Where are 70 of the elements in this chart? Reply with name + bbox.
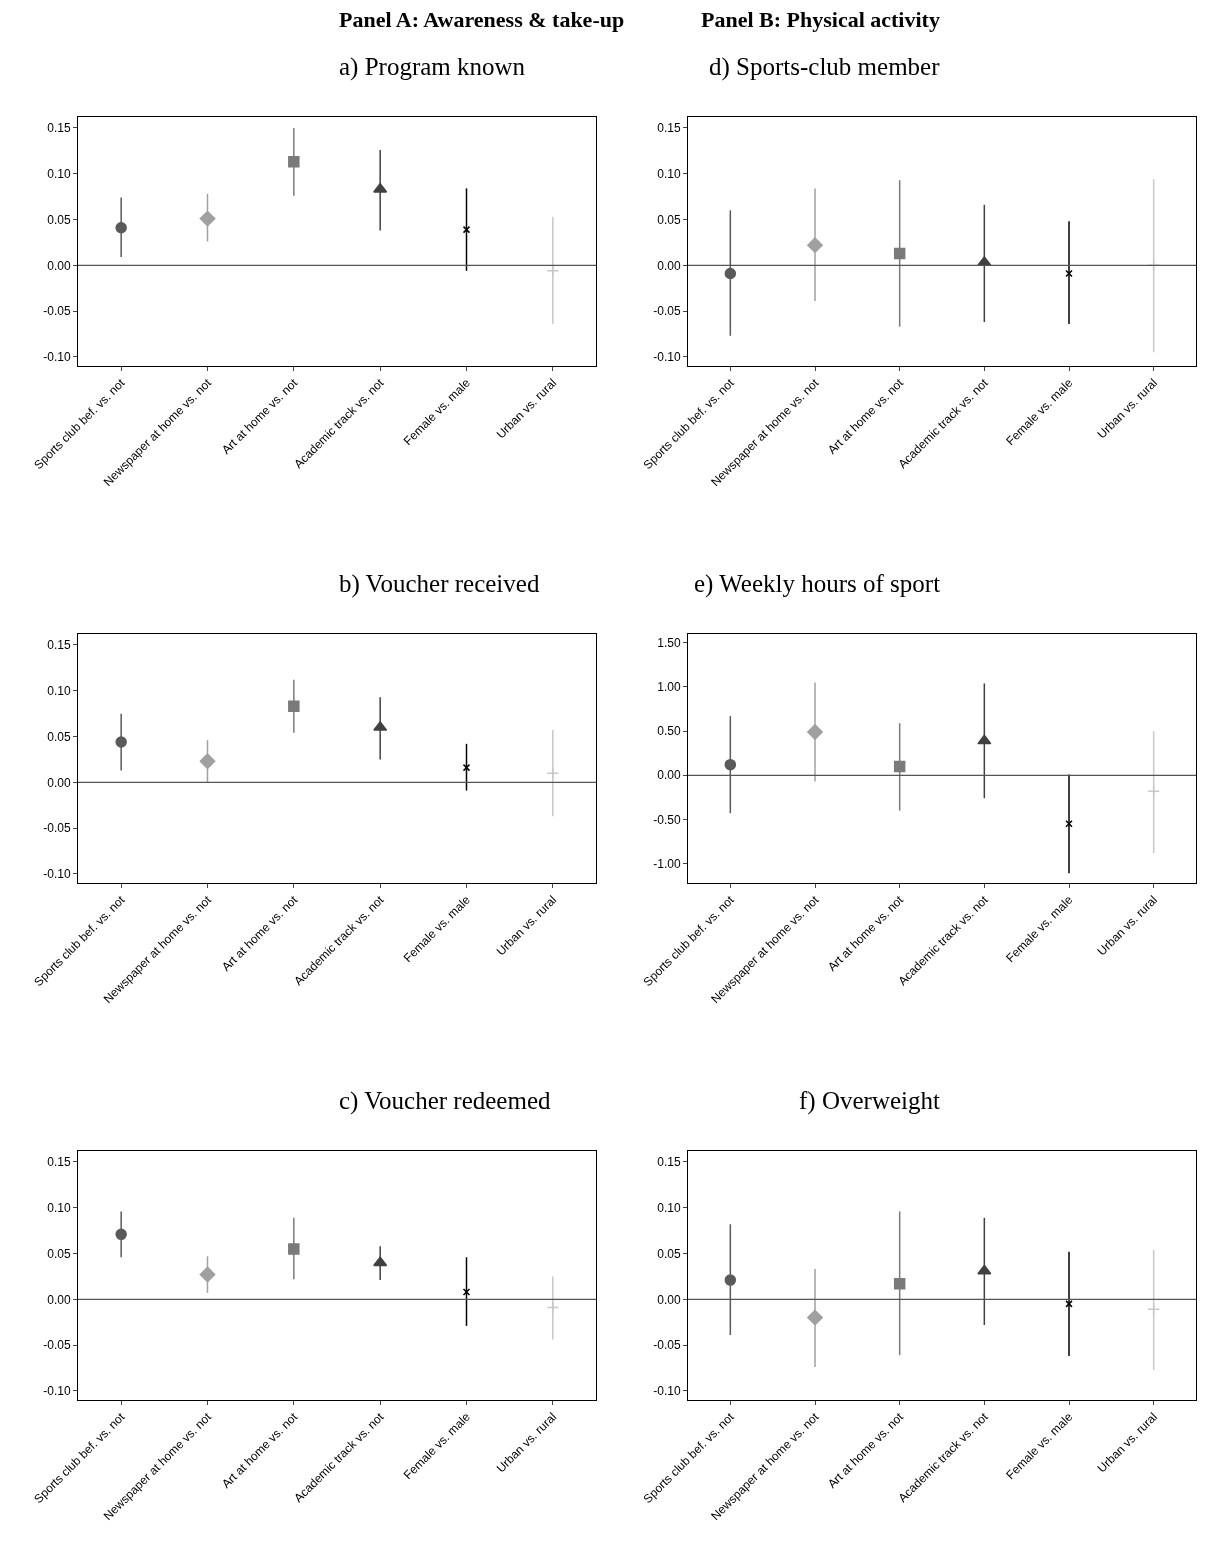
y-tick-label: 0.05 <box>47 1246 71 1261</box>
y-tick-label: 0.05 <box>47 212 71 227</box>
y-tick-label: 0.10 <box>657 1200 681 1215</box>
y-tick-label: -0.05 <box>653 304 681 319</box>
y-tick-label: -0.10 <box>653 350 681 365</box>
y-tick-label: -0.50 <box>653 812 681 827</box>
y-tick-label: 1.50 <box>657 636 681 651</box>
point <box>724 1274 737 1286</box>
y-tick-label: 0.10 <box>657 166 681 181</box>
y-tick-label: -0.10 <box>43 867 71 882</box>
y-tick-label: 0.10 <box>47 683 71 698</box>
y-tick-label: -0.10 <box>43 350 71 365</box>
point <box>893 247 906 260</box>
chart-title: d) Sports-club member <box>709 53 941 81</box>
chart-title: a) Program known <box>339 53 526 81</box>
text: Panel B: Physical activity <box>701 7 940 32</box>
point <box>807 237 823 254</box>
point <box>546 766 560 780</box>
y-tick-label: 0.00 <box>47 1292 71 1307</box>
point <box>115 1228 127 1241</box>
point <box>288 1243 300 1255</box>
point <box>199 210 216 227</box>
y-tick-label: 0.15 <box>47 1155 71 1170</box>
y-tick-label: 1.00 <box>657 680 681 695</box>
point <box>288 156 300 168</box>
point <box>724 267 737 280</box>
point <box>807 1309 823 1326</box>
point <box>288 700 300 713</box>
y-tick-label: -0.10 <box>43 1384 71 1399</box>
point <box>115 736 127 748</box>
y-tick-label: -0.05 <box>43 821 71 836</box>
point <box>977 1264 992 1275</box>
y-tick-label: -1.00 <box>653 856 681 871</box>
point <box>546 264 560 278</box>
point <box>115 222 127 234</box>
point <box>893 760 906 773</box>
y-tick-label: 0.00 <box>657 1292 681 1307</box>
chart-title: c) Voucher redeemed <box>339 1087 551 1115</box>
y-tick-label: 0.10 <box>47 166 71 181</box>
point <box>1147 1303 1161 1316</box>
y-tick-label: -0.05 <box>43 304 71 319</box>
point <box>807 724 823 740</box>
chart-title: b) Voucher received <box>339 570 540 598</box>
chart-title: f) Overweight <box>799 1087 940 1115</box>
y-tick-label: 0.05 <box>657 212 681 227</box>
y-tick-label: 0.00 <box>47 258 71 273</box>
y-tick-label: -0.10 <box>653 1384 681 1399</box>
point <box>199 753 216 770</box>
y-tick-label: 0.00 <box>47 775 71 790</box>
y-tick-label: -0.05 <box>653 1338 681 1353</box>
chart-title: e) Weekly hours of sport <box>694 570 941 598</box>
point <box>199 1266 216 1283</box>
point <box>893 1277 906 1290</box>
y-tick-label: 0.05 <box>47 729 71 744</box>
point <box>1147 784 1161 798</box>
text: Panel A: Awareness & take-up <box>339 7 625 32</box>
y-tick-label: 0.15 <box>657 121 681 136</box>
y-tick-label: 0.15 <box>47 638 71 653</box>
point <box>373 1256 388 1267</box>
y-tick-label: 0.00 <box>657 768 681 783</box>
point <box>977 734 992 745</box>
y-tick-label: 0.50 <box>657 724 681 739</box>
point <box>724 758 737 771</box>
y-tick-label: 0.15 <box>657 1155 681 1170</box>
y-tick-label: 0.10 <box>47 1200 71 1215</box>
y-tick-label: 0.05 <box>657 1246 681 1261</box>
point <box>546 1301 560 1314</box>
y-tick-label: 0.15 <box>47 121 71 136</box>
y-tick-label: 0.00 <box>657 258 681 273</box>
y-tick-label: -0.05 <box>43 1338 71 1353</box>
